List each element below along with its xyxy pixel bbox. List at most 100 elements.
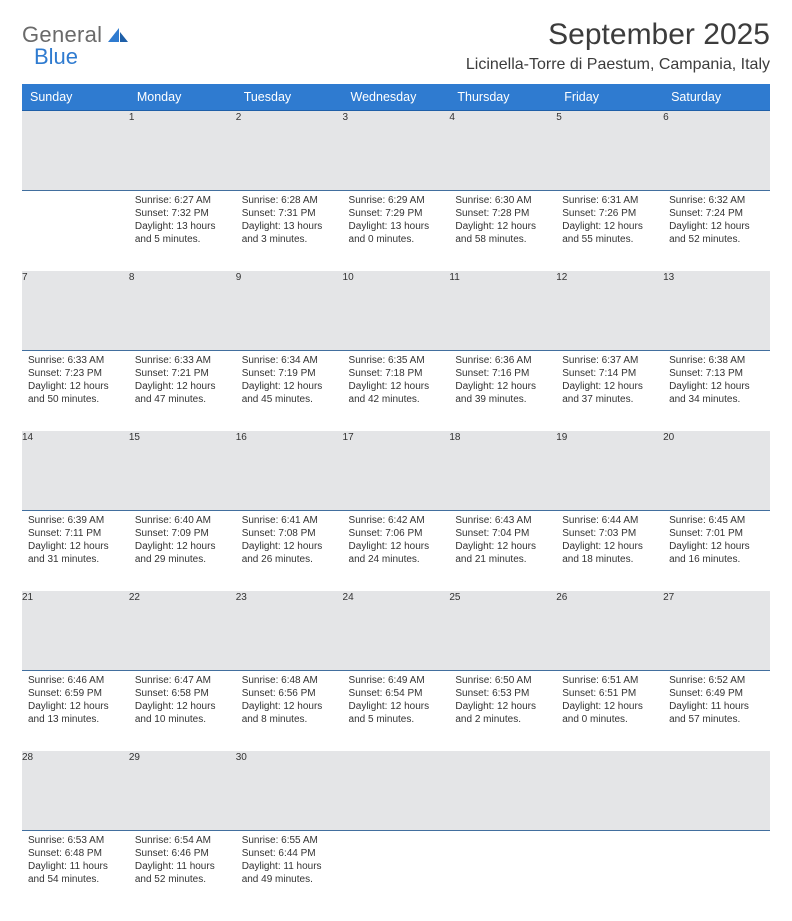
daylight-line: Daylight: 12 hours and 45 minutes. <box>242 380 337 406</box>
sunrise-line: Sunrise: 6:43 AM <box>455 514 550 527</box>
daylight-line: Daylight: 12 hours and 5 minutes. <box>349 700 444 726</box>
sunset-line: Sunset: 6:53 PM <box>455 687 550 700</box>
day-cell: Sunrise: 6:28 AMSunset: 7:31 PMDaylight:… <box>236 191 343 271</box>
daylight-line: Daylight: 12 hours and 0 minutes. <box>562 700 657 726</box>
sunset-line: Sunset: 7:04 PM <box>455 527 550 540</box>
sunset-line: Sunset: 6:58 PM <box>135 687 230 700</box>
sunset-line: Sunset: 6:44 PM <box>242 847 337 860</box>
sunrise-line: Sunrise: 6:50 AM <box>455 674 550 687</box>
day-header: Saturday <box>663 84 770 111</box>
day-cell <box>663 831 770 911</box>
day-cell-inner <box>663 831 770 836</box>
day-cell: Sunrise: 6:49 AMSunset: 6:54 PMDaylight:… <box>343 671 450 751</box>
day-number <box>343 751 450 831</box>
day-cell-inner: Sunrise: 6:43 AMSunset: 7:04 PMDaylight:… <box>449 511 556 568</box>
daylight-line: Daylight: 12 hours and 2 minutes. <box>455 700 550 726</box>
day-cell <box>343 831 450 911</box>
day-number: 27 <box>663 591 770 671</box>
sunrise-line: Sunrise: 6:29 AM <box>349 194 444 207</box>
daylight-line: Daylight: 13 hours and 3 minutes. <box>242 220 337 246</box>
day-cell: Sunrise: 6:38 AMSunset: 7:13 PMDaylight:… <box>663 351 770 431</box>
day-number-row: 21222324252627 <box>22 591 770 671</box>
day-cell-inner: Sunrise: 6:42 AMSunset: 7:06 PMDaylight:… <box>343 511 450 568</box>
day-cell-inner: Sunrise: 6:38 AMSunset: 7:13 PMDaylight:… <box>663 351 770 408</box>
day-cell-inner: Sunrise: 6:28 AMSunset: 7:31 PMDaylight:… <box>236 191 343 248</box>
sunrise-line: Sunrise: 6:39 AM <box>28 514 123 527</box>
day-cell: Sunrise: 6:45 AMSunset: 7:01 PMDaylight:… <box>663 511 770 591</box>
day-cell-inner: Sunrise: 6:29 AMSunset: 7:29 PMDaylight:… <box>343 191 450 248</box>
day-cell-inner <box>22 191 129 196</box>
day-cell-inner <box>556 831 663 836</box>
day-number: 13 <box>663 271 770 351</box>
sunset-line: Sunset: 7:29 PM <box>349 207 444 220</box>
daylight-line: Daylight: 12 hours and 55 minutes. <box>562 220 657 246</box>
daylight-line: Daylight: 11 hours and 57 minutes. <box>669 700 764 726</box>
day-cell: Sunrise: 6:51 AMSunset: 6:51 PMDaylight:… <box>556 671 663 751</box>
day-cell-inner: Sunrise: 6:31 AMSunset: 7:26 PMDaylight:… <box>556 191 663 248</box>
day-number: 8 <box>129 271 236 351</box>
day-number: 5 <box>556 111 663 191</box>
sunset-line: Sunset: 7:09 PM <box>135 527 230 540</box>
day-cell-inner: Sunrise: 6:50 AMSunset: 6:53 PMDaylight:… <box>449 671 556 728</box>
day-header: Tuesday <box>236 84 343 111</box>
day-cell: Sunrise: 6:50 AMSunset: 6:53 PMDaylight:… <box>449 671 556 751</box>
day-cell: Sunrise: 6:35 AMSunset: 7:18 PMDaylight:… <box>343 351 450 431</box>
daylight-line: Daylight: 12 hours and 24 minutes. <box>349 540 444 566</box>
daylight-line: Daylight: 12 hours and 50 minutes. <box>28 380 123 406</box>
sunset-line: Sunset: 7:26 PM <box>562 207 657 220</box>
day-cell <box>449 831 556 911</box>
top-bar: General Blue September 2025 Licinella-To… <box>22 18 770 74</box>
sunset-line: Sunset: 7:01 PM <box>669 527 764 540</box>
day-cell-inner: Sunrise: 6:33 AMSunset: 7:21 PMDaylight:… <box>129 351 236 408</box>
day-number: 17 <box>343 431 450 511</box>
sunset-line: Sunset: 7:32 PM <box>135 207 230 220</box>
daylight-line: Daylight: 12 hours and 47 minutes. <box>135 380 230 406</box>
day-cell: Sunrise: 6:47 AMSunset: 6:58 PMDaylight:… <box>129 671 236 751</box>
day-cell-inner: Sunrise: 6:39 AMSunset: 7:11 PMDaylight:… <box>22 511 129 568</box>
day-number: 18 <box>449 431 556 511</box>
day-cell-inner: Sunrise: 6:37 AMSunset: 7:14 PMDaylight:… <box>556 351 663 408</box>
day-cell: Sunrise: 6:40 AMSunset: 7:09 PMDaylight:… <box>129 511 236 591</box>
sunset-line: Sunset: 6:46 PM <box>135 847 230 860</box>
day-number: 26 <box>556 591 663 671</box>
sunrise-line: Sunrise: 6:46 AM <box>28 674 123 687</box>
sunrise-line: Sunrise: 6:49 AM <box>349 674 444 687</box>
sunrise-line: Sunrise: 6:48 AM <box>242 674 337 687</box>
daylight-line: Daylight: 12 hours and 31 minutes. <box>28 540 123 566</box>
day-cell-inner: Sunrise: 6:33 AMSunset: 7:23 PMDaylight:… <box>22 351 129 408</box>
day-number: 24 <box>343 591 450 671</box>
day-number <box>663 751 770 831</box>
day-cell: Sunrise: 6:52 AMSunset: 6:49 PMDaylight:… <box>663 671 770 751</box>
day-cell: Sunrise: 6:30 AMSunset: 7:28 PMDaylight:… <box>449 191 556 271</box>
day-number: 28 <box>22 751 129 831</box>
day-cell: Sunrise: 6:39 AMSunset: 7:11 PMDaylight:… <box>22 511 129 591</box>
calendar-body: 123456Sunrise: 6:27 AMSunset: 7:32 PMDay… <box>22 111 770 911</box>
logo-text-block: General Blue <box>22 22 128 70</box>
day-cell-inner: Sunrise: 6:36 AMSunset: 7:16 PMDaylight:… <box>449 351 556 408</box>
daylight-line: Daylight: 12 hours and 34 minutes. <box>669 380 764 406</box>
daylight-line: Daylight: 11 hours and 49 minutes. <box>242 860 337 886</box>
day-number: 7 <box>22 271 129 351</box>
day-cell-inner: Sunrise: 6:51 AMSunset: 6:51 PMDaylight:… <box>556 671 663 728</box>
day-number: 14 <box>22 431 129 511</box>
day-header: Monday <box>129 84 236 111</box>
sunset-line: Sunset: 7:13 PM <box>669 367 764 380</box>
sunset-line: Sunset: 6:54 PM <box>349 687 444 700</box>
day-cell: Sunrise: 6:44 AMSunset: 7:03 PMDaylight:… <box>556 511 663 591</box>
day-cell-inner: Sunrise: 6:49 AMSunset: 6:54 PMDaylight:… <box>343 671 450 728</box>
day-number-row: 78910111213 <box>22 271 770 351</box>
daylight-line: Daylight: 13 hours and 0 minutes. <box>349 220 444 246</box>
day-number: 11 <box>449 271 556 351</box>
day-cell: Sunrise: 6:34 AMSunset: 7:19 PMDaylight:… <box>236 351 343 431</box>
day-number: 1 <box>129 111 236 191</box>
daylight-line: Daylight: 11 hours and 52 minutes. <box>135 860 230 886</box>
daylight-line: Daylight: 12 hours and 58 minutes. <box>455 220 550 246</box>
day-header: Wednesday <box>343 84 450 111</box>
day-cell-inner: Sunrise: 6:47 AMSunset: 6:58 PMDaylight:… <box>129 671 236 728</box>
sunrise-line: Sunrise: 6:35 AM <box>349 354 444 367</box>
sunrise-line: Sunrise: 6:38 AM <box>669 354 764 367</box>
page-title: September 2025 <box>466 18 770 52</box>
day-cell-inner: Sunrise: 6:30 AMSunset: 7:28 PMDaylight:… <box>449 191 556 248</box>
sunrise-line: Sunrise: 6:33 AM <box>135 354 230 367</box>
day-cell-inner: Sunrise: 6:55 AMSunset: 6:44 PMDaylight:… <box>236 831 343 888</box>
